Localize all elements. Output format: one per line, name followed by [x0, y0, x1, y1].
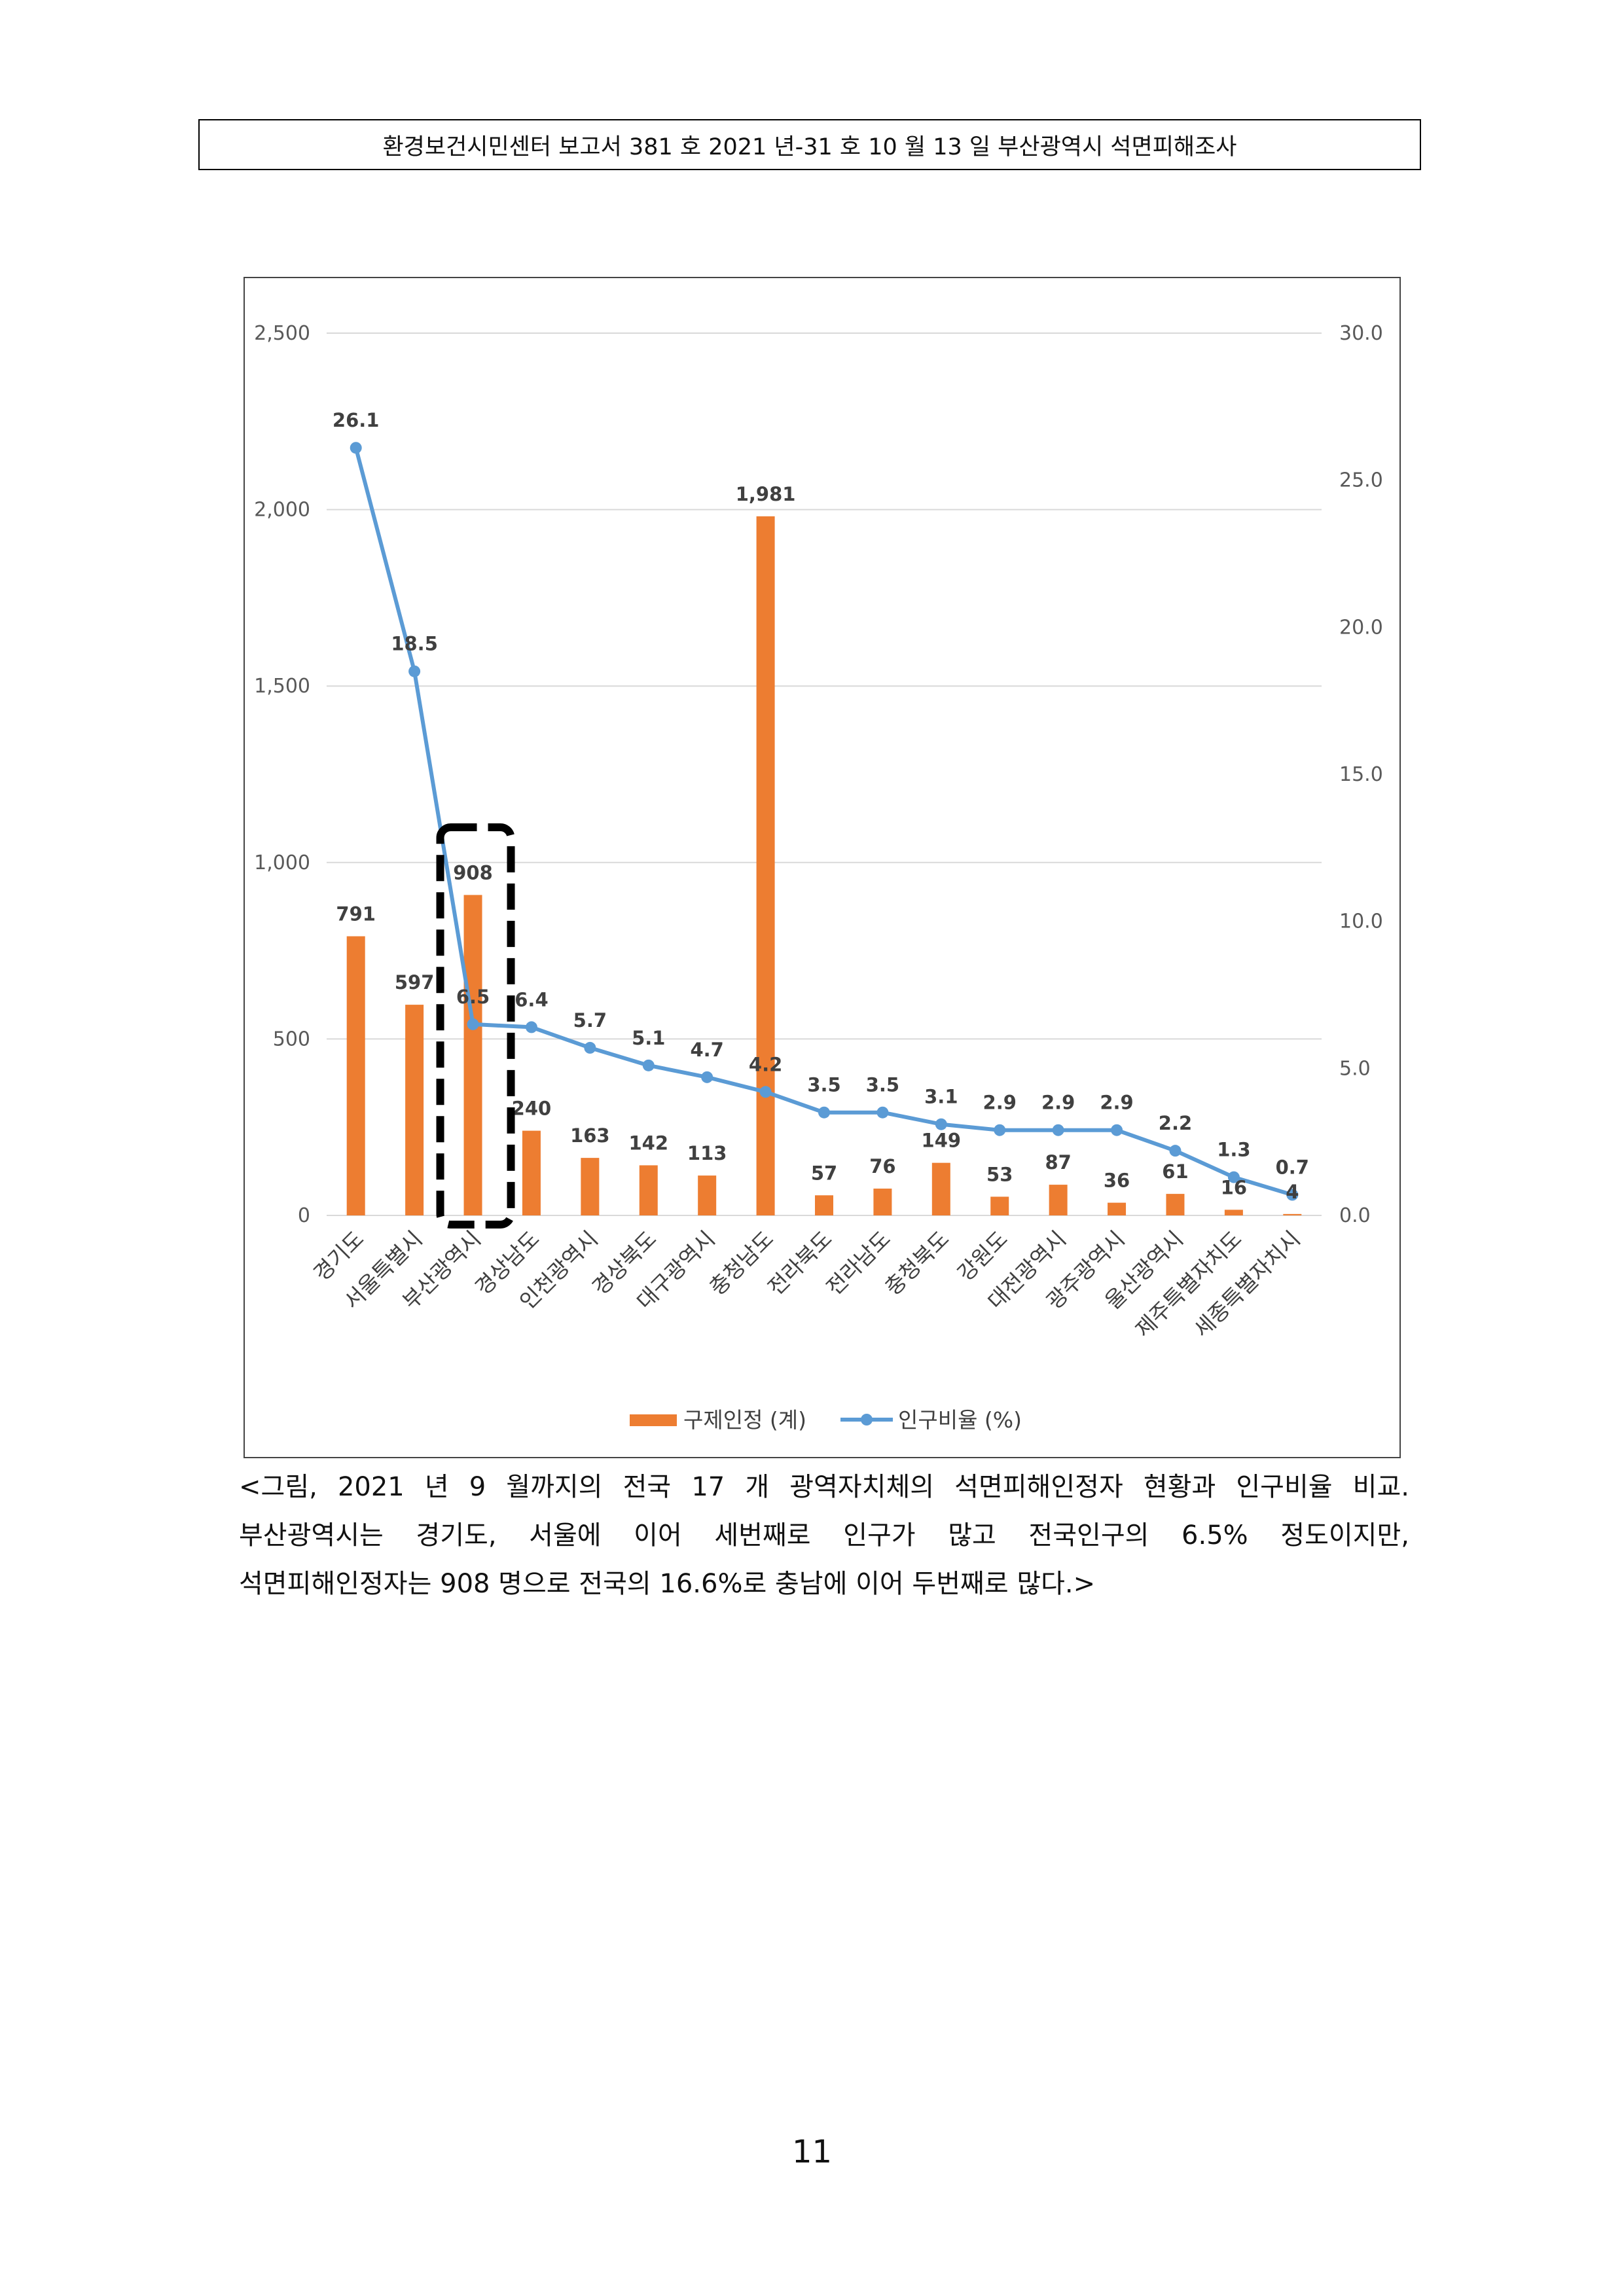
bar-data-label: 4 [1286, 1181, 1299, 1203]
bar-data-label: 1,981 [736, 483, 796, 505]
bar [522, 1130, 541, 1215]
line-data-label: 18.5 [391, 633, 438, 655]
y-right-tick-label: 20.0 [1339, 616, 1383, 639]
caption-line-3: 석면피해인정자는 908 명으로 전국의 16.6%로 충남에 이어 두번째로 … [239, 1569, 1096, 1599]
report-header: 환경보건시민센터 보고서 381 호 2021 년-31 호 10 월 13 일… [198, 119, 1421, 170]
page-number: 11 [791, 2134, 833, 2170]
line-data-label: 5.7 [573, 1009, 607, 1031]
y-right-tick-label: 10.0 [1339, 910, 1383, 933]
bar-data-label: 36 [1104, 1170, 1130, 1192]
line-point [584, 1041, 596, 1054]
line-point [408, 665, 421, 677]
line-point [701, 1071, 713, 1083]
line-point [525, 1021, 537, 1033]
line-point [1286, 1189, 1299, 1201]
line-point [1227, 1171, 1240, 1183]
bar [1108, 1202, 1127, 1215]
line-point [467, 1018, 479, 1030]
bar [463, 895, 482, 1215]
line-point [759, 1086, 772, 1098]
bar-data-label: 76 [869, 1155, 895, 1177]
line-data-label: 3.5 [807, 1074, 840, 1096]
y-left-tick-label: 500 [273, 1028, 310, 1050]
line-point [642, 1059, 655, 1071]
bar [698, 1175, 717, 1215]
bar-data-label: 149 [922, 1130, 962, 1152]
bar-data-label: 61 [1162, 1160, 1188, 1183]
line-data-label: 2.9 [983, 1092, 1017, 1114]
combo-chart: 0 500 1,000 1,500 2,000 2,500 0.0 5.0 10.0 15.0 20… [254, 322, 1383, 1433]
line-data-label: 4.2 [749, 1053, 782, 1075]
bar [931, 1162, 950, 1215]
line-data-label: 1.3 [1217, 1139, 1250, 1161]
line-data-label: 6.5 [456, 986, 490, 1008]
caption-line-1: <그림, 2021 년 9 월까지의 전국 17 개 광역자치체의 석면피해인정… [239, 1472, 1409, 1502]
line-data-label: 2.2 [1159, 1112, 1192, 1134]
x-tick-label: 충청북도 [880, 1226, 954, 1300]
caption-line-2: 부산광역시는 경기도, 서울에 이어 세번째로 인구가 많고 전국인구의 6.5… [239, 1520, 1409, 1551]
bar-data-label: 87 [1045, 1151, 1071, 1174]
line-data-label: 2.9 [1041, 1092, 1075, 1114]
y-left-tick-label: 0 [298, 1204, 310, 1227]
bar [405, 1005, 424, 1215]
line-data-label: 5.1 [632, 1027, 665, 1049]
bar [1049, 1185, 1068, 1215]
line-data-label: 4.7 [690, 1039, 723, 1061]
y-right-tick-label: 25.0 [1339, 469, 1383, 492]
bar-data-label: 113 [687, 1142, 727, 1164]
line-data-label: 0.7 [1276, 1157, 1309, 1179]
bar-data-label: 142 [628, 1132, 668, 1154]
figure-caption: <그림, 2021 년 9 월까지의 전국 17 개 광역자치체의 석면피해인정… [239, 1463, 1409, 1608]
bar [1224, 1210, 1243, 1215]
x-tick-label: 전라남도 [821, 1226, 895, 1300]
line-data-label: 2.9 [1100, 1092, 1133, 1114]
bar [581, 1158, 600, 1215]
line-point [350, 442, 362, 454]
y-right-tick-label: 5.0 [1339, 1057, 1371, 1080]
bar [815, 1195, 833, 1215]
line-point [1169, 1145, 1182, 1157]
line-point [818, 1106, 830, 1119]
bar-data-label: 57 [811, 1162, 837, 1184]
bar-data-label: 597 [395, 971, 435, 994]
bar [1283, 1213, 1302, 1215]
legend-label-bar: 구제인정 (계) [683, 1407, 806, 1433]
bar-data-label: 53 [986, 1163, 1013, 1185]
bar [990, 1196, 1009, 1215]
legend-swatch-bar [630, 1414, 677, 1426]
line-data-label: 26.1 [333, 409, 380, 431]
y-right-tick-label: 0.0 [1339, 1204, 1371, 1227]
line-point [876, 1106, 889, 1119]
chart-frame: 0 500 1,000 1,500 2,000 2,500 0.0 5.0 10.0 15.0 20… [244, 277, 1401, 1458]
report-header-text: 환경보건시민센터 보고서 381 호 2021 년-31 호 10 월 13 일… [382, 134, 1237, 160]
y-right-tick-label: 15.0 [1339, 763, 1383, 786]
y-left-tick-label: 2,000 [254, 499, 310, 522]
y-right-tick-label: 30.0 [1339, 322, 1383, 345]
line-point [1111, 1124, 1123, 1136]
highlight-box [436, 823, 515, 1229]
line-point [935, 1118, 947, 1130]
bar-data-label: 16 [1221, 1176, 1247, 1198]
legend-swatch-point [861, 1414, 873, 1426]
bar [756, 516, 775, 1216]
line-point [1052, 1124, 1064, 1136]
bar-data-label: 791 [336, 903, 376, 925]
y-left-tick-label: 1,500 [254, 675, 310, 698]
x-tick-label: 충청남도 [704, 1226, 778, 1300]
y-left-tick-label: 2,500 [254, 322, 310, 345]
bar [1166, 1194, 1185, 1215]
bar-data-label: 240 [512, 1098, 552, 1120]
x-tick-label: 전라북도 [763, 1226, 837, 1300]
bar [873, 1189, 892, 1215]
line-point [994, 1124, 1006, 1136]
y-left-tick-label: 1,000 [254, 852, 310, 874]
line-data-label: 6.4 [514, 988, 548, 1011]
bar-data-label: 908 [453, 861, 493, 884]
legend-label-line: 인구비율 (%) [898, 1407, 1022, 1433]
line-data-label: 3.5 [866, 1074, 899, 1096]
bar [346, 936, 365, 1215]
bar [639, 1165, 658, 1215]
line-data-label: 3.1 [924, 1086, 958, 1108]
bar-data-label: 163 [570, 1124, 610, 1147]
